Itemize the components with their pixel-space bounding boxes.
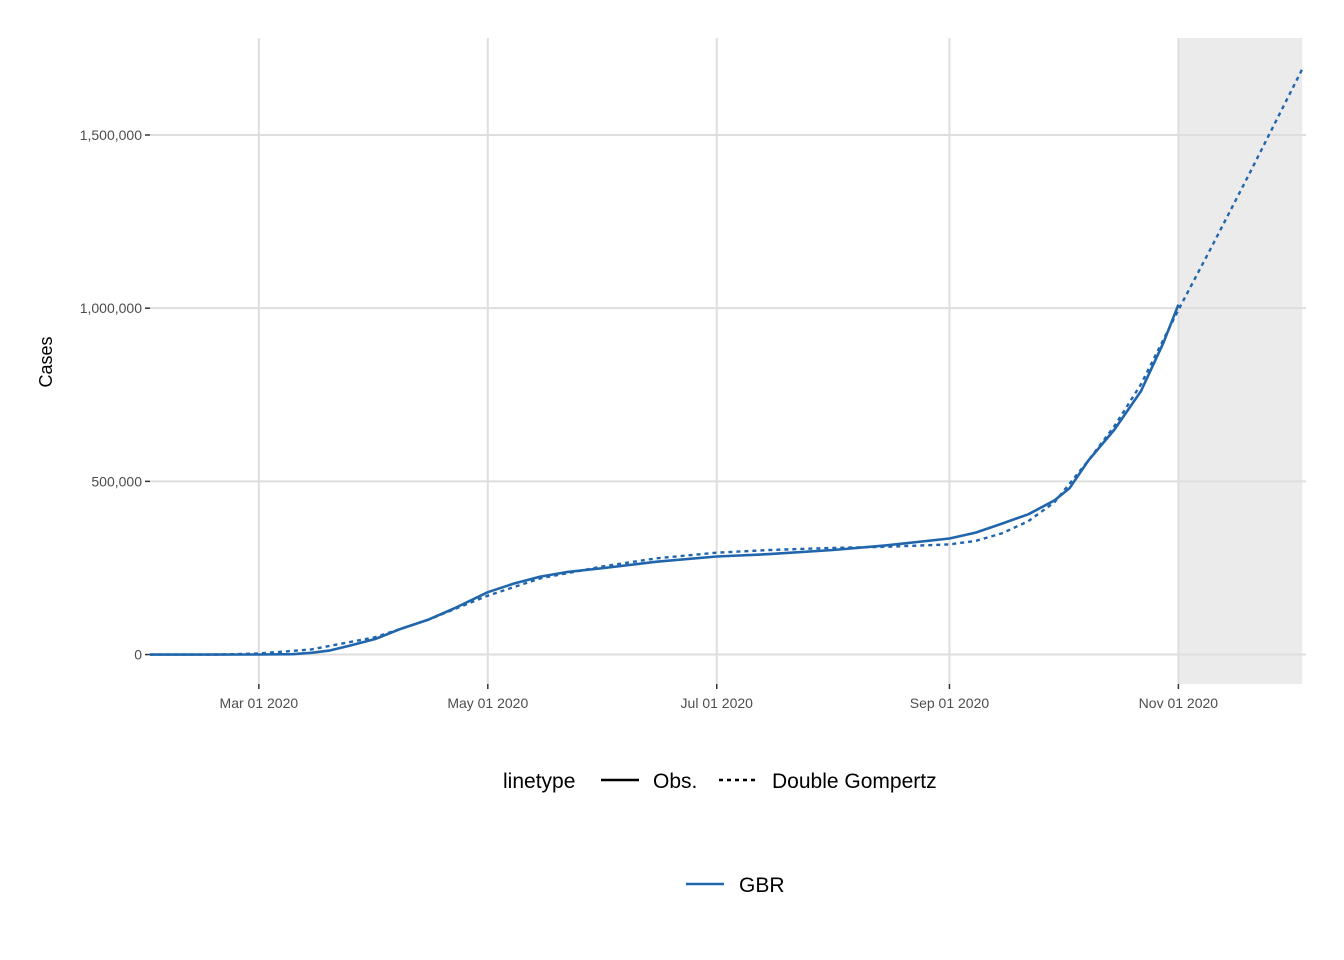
legend-color: GBR	[686, 874, 785, 897]
y-axis: 0 500,000 1,000,000 1,500,000	[80, 127, 150, 663]
x-gridlines	[257, 38, 1180, 684]
y-tick-label: 500,000	[91, 473, 142, 489]
y-gridlines	[150, 133, 1306, 656]
legend-linetype-title: linetype	[503, 770, 575, 793]
y-tick-label: 1,000,000	[80, 300, 142, 316]
legend-linetype: linetype Obs. Double Gompertz	[503, 770, 937, 793]
plot-panel	[149, 38, 1306, 684]
x-tick-label: Mar 01 2020	[220, 695, 299, 711]
y-axis-title: Cases	[36, 336, 56, 387]
legend-obs-label: Obs.	[653, 770, 697, 793]
series-layer	[149, 68, 1304, 656]
series-line-double-gompertz	[149, 68, 1304, 656]
legend-gbr-label: GBR	[739, 874, 785, 897]
x-axis: Mar 01 2020 May 01 2020 Jul 01 2020 Sep 01 …	[220, 684, 1219, 711]
legend-double-gompertz-label: Double Gompertz	[772, 770, 937, 793]
y-tick-label: 0	[134, 647, 142, 663]
x-tick-label: Nov 01 2020	[1139, 695, 1219, 711]
x-tick-label: May 01 2020	[447, 695, 528, 711]
series-line-obs	[150, 304, 1180, 656]
x-tick-label: Jul 01 2020	[681, 695, 754, 711]
x-tick-label: Sep 01 2020	[910, 695, 990, 711]
forecast-region	[1178, 38, 1303, 684]
y-tick-label: 1,500,000	[80, 127, 142, 143]
